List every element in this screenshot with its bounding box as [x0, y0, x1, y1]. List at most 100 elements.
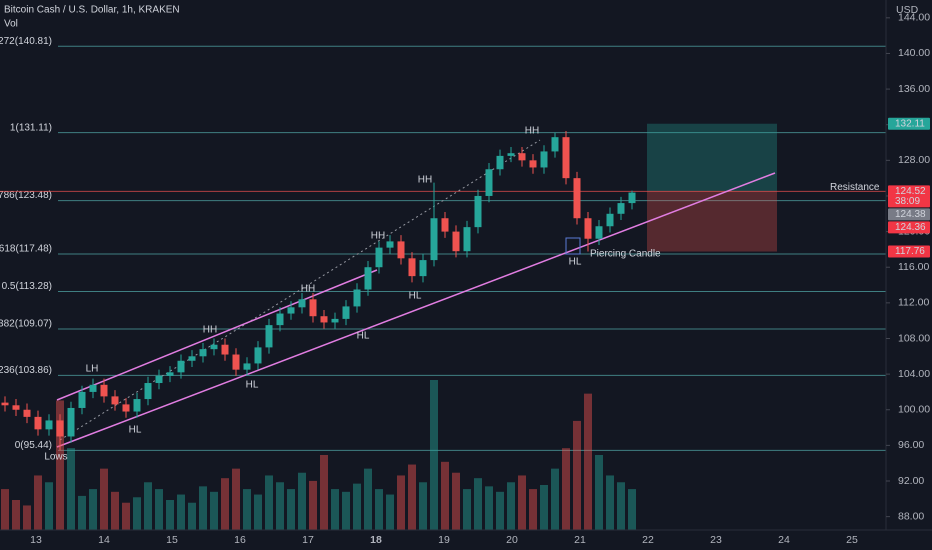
price-tag — [888, 245, 930, 258]
candle-body — [12, 405, 20, 410]
volume-bar — [386, 494, 394, 530]
x-tick-label: 21 — [574, 534, 586, 546]
candle-body — [144, 383, 152, 400]
candle-body — [1, 402, 9, 406]
volume-bar — [628, 489, 636, 530]
candle-body — [485, 169, 493, 196]
volume-bar — [177, 494, 185, 530]
volume-bar — [452, 472, 460, 530]
fib-label: 0(95.44) — [15, 440, 52, 451]
volume-bar — [518, 475, 526, 530]
volume-bar — [606, 475, 614, 530]
candle-body — [56, 420, 64, 437]
candle-body — [309, 299, 317, 317]
annotation: HL — [569, 257, 582, 268]
volume-bar — [144, 482, 152, 530]
x-tick-label: 23 — [710, 534, 722, 546]
fib-label: 0.618(117.48) — [0, 244, 52, 255]
fib-label: 0.382(109.07) — [0, 319, 52, 330]
volume-bar — [430, 380, 438, 530]
x-tick-label: 25 — [846, 534, 858, 546]
x-tick-label: 17 — [302, 534, 314, 546]
candle-body — [122, 404, 130, 412]
candle-body — [177, 360, 185, 373]
volume-bar — [287, 489, 295, 530]
annotation: HH — [301, 284, 315, 295]
candle-body — [221, 344, 229, 355]
annotation: HH — [371, 231, 385, 242]
candle-body — [386, 241, 394, 248]
volume-bar — [254, 494, 262, 530]
x-tick-label: 18 — [370, 534, 382, 546]
volume-bar — [485, 486, 493, 530]
volume-bar — [496, 491, 504, 530]
volume-bar — [133, 497, 141, 530]
volume-bar — [67, 448, 75, 530]
volume-bar — [529, 489, 537, 530]
candle-body — [353, 289, 361, 307]
volume-bar — [562, 448, 570, 530]
volume-bar — [595, 455, 603, 530]
candle-body — [573, 178, 581, 219]
x-tick-label: 22 — [642, 534, 654, 546]
candle-body — [45, 420, 53, 430]
annotation: HH — [525, 126, 539, 137]
volume-bar — [463, 489, 471, 530]
y-tick-label: 92.00 — [898, 475, 924, 487]
candle-body — [265, 325, 273, 348]
price-tag-label: 132.11 — [895, 118, 925, 129]
volume-bar — [617, 482, 625, 530]
volume-bar — [23, 505, 31, 530]
channel-upper — [56, 269, 378, 401]
annotation: HH — [203, 325, 217, 336]
candle-body — [166, 372, 174, 376]
y-tick-label: 96.00 — [898, 439, 924, 451]
y-tick-label: 128.00 — [898, 154, 930, 166]
candle-body — [397, 241, 405, 259]
candle-body — [254, 347, 262, 364]
candle-body — [474, 195, 482, 228]
price-tag-label: 124.38 — [895, 209, 926, 220]
price-tag — [888, 221, 930, 234]
candle-body — [298, 299, 306, 308]
candle-body — [430, 218, 438, 261]
price-tag-label: 124.36 — [895, 222, 926, 233]
candle-body — [606, 213, 614, 227]
volume-bar — [309, 480, 317, 530]
volume-bar — [584, 393, 592, 530]
volume-bar — [364, 468, 372, 530]
candle-body — [133, 399, 141, 412]
candle-body — [452, 231, 460, 252]
y-tick-label: 100.00 — [898, 404, 930, 416]
annotation: HL — [246, 380, 259, 391]
fib-label: 0.786(123.48) — [0, 190, 52, 201]
volume-bar — [89, 489, 97, 530]
candle-body — [210, 344, 218, 350]
candle-body — [155, 375, 163, 384]
volume-bar — [419, 482, 427, 530]
candle-body — [529, 160, 537, 168]
candle-body — [89, 384, 97, 392]
candle-body — [243, 363, 251, 370]
candle-body — [276, 313, 284, 326]
fib-label: 1(131.11) — [10, 122, 52, 133]
annotation: HL — [409, 291, 422, 302]
annotation: Lows — [44, 452, 67, 463]
volume-bar — [122, 502, 130, 530]
volume-bar — [188, 502, 196, 530]
channel-lower — [56, 172, 776, 448]
candle-body — [562, 137, 570, 179]
candle-body — [320, 316, 328, 323]
candle-body — [518, 153, 526, 161]
volume-bar — [298, 472, 306, 530]
y-tick-label: 136.00 — [898, 83, 930, 95]
candle-body — [595, 226, 603, 239]
candle-body — [419, 260, 427, 277]
annotation: LH — [86, 364, 99, 375]
candle-body — [551, 137, 559, 152]
target-zone — [647, 123, 777, 192]
price-tag — [888, 208, 930, 221]
candle-body — [331, 318, 339, 323]
y-tick-label: 88.00 — [898, 510, 924, 522]
volume-bar — [243, 489, 251, 530]
